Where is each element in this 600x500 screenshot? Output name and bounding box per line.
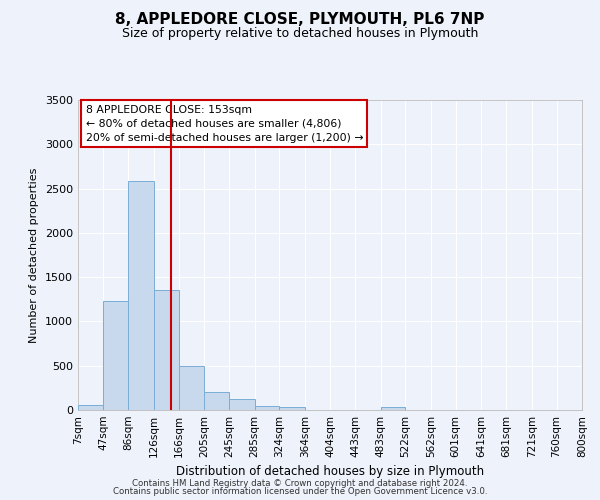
Bar [280, 408, 305, 410]
Text: Size of property relative to detached houses in Plymouth: Size of property relative to detached ho… [122, 28, 478, 40]
Bar [128, 180, 154, 410]
Bar [380, 408, 406, 410]
Text: 8 APPLEDORE CLOSE: 153sqm
← 80% of detached houses are smaller (4,806)
20% of se: 8 APPLEDORE CLOSE: 153sqm ← 80% of detac… [86, 104, 363, 142]
Bar [229, 400, 254, 410]
Text: Contains public sector information licensed under the Open Government Licence v3: Contains public sector information licen… [113, 487, 487, 496]
Bar [78, 405, 103, 410]
Y-axis label: Number of detached properties: Number of detached properties [29, 168, 40, 342]
Text: Contains HM Land Registry data © Crown copyright and database right 2024.: Contains HM Land Registry data © Crown c… [132, 478, 468, 488]
Bar [179, 366, 204, 410]
Text: 8, APPLEDORE CLOSE, PLYMOUTH, PL6 7NP: 8, APPLEDORE CLOSE, PLYMOUTH, PL6 7NP [115, 12, 485, 28]
Bar [103, 301, 128, 410]
X-axis label: Distribution of detached houses by size in Plymouth: Distribution of detached houses by size … [176, 466, 484, 478]
Bar [204, 392, 229, 410]
Bar [154, 290, 179, 410]
Bar [254, 406, 280, 410]
